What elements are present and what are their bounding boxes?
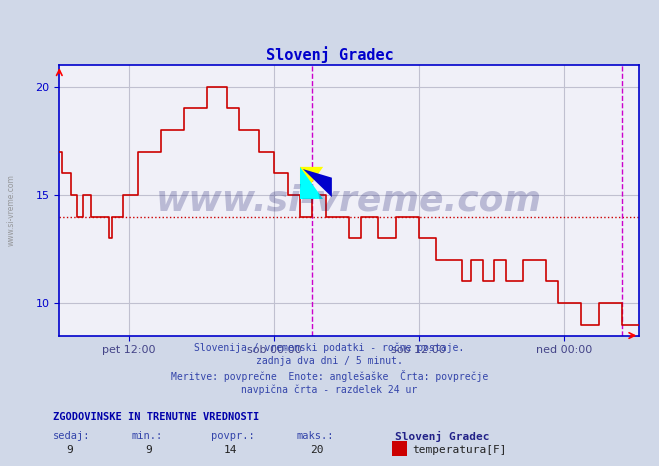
Text: www.si-vreme.com: www.si-vreme.com <box>7 174 16 246</box>
Text: 20: 20 <box>310 445 323 455</box>
Text: temperatura[F]: temperatura[F] <box>412 445 506 455</box>
Text: www.si-vreme.com: www.si-vreme.com <box>156 184 542 217</box>
Text: 14: 14 <box>224 445 237 455</box>
Text: Meritve: povprečne  Enote: anglešaške  Črta: povprečje: Meritve: povprečne Enote: anglešaške Črt… <box>171 370 488 383</box>
Text: povpr.:: povpr.: <box>211 431 254 441</box>
Polygon shape <box>300 167 323 199</box>
Text: Slovenija / vremenski podatki - ročne postaje.: Slovenija / vremenski podatki - ročne po… <box>194 343 465 353</box>
Text: sedaj:: sedaj: <box>53 431 90 441</box>
Text: zadnja dva dni / 5 minut.: zadnja dva dni / 5 minut. <box>256 356 403 366</box>
Text: navpična črta - razdelek 24 ur: navpična črta - razdelek 24 ur <box>241 384 418 395</box>
Text: 9: 9 <box>66 445 72 455</box>
Text: Slovenj Gradec: Slovenj Gradec <box>395 431 490 442</box>
Polygon shape <box>300 167 323 199</box>
Text: Slovenj Gradec: Slovenj Gradec <box>266 47 393 63</box>
Text: 9: 9 <box>145 445 152 455</box>
Text: ZGODOVINSKE IN TRENUTNE VREDNOSTI: ZGODOVINSKE IN TRENUTNE VREDNOSTI <box>53 412 259 422</box>
Polygon shape <box>303 169 332 197</box>
Text: min.:: min.: <box>132 431 163 441</box>
Text: maks.:: maks.: <box>297 431 334 441</box>
